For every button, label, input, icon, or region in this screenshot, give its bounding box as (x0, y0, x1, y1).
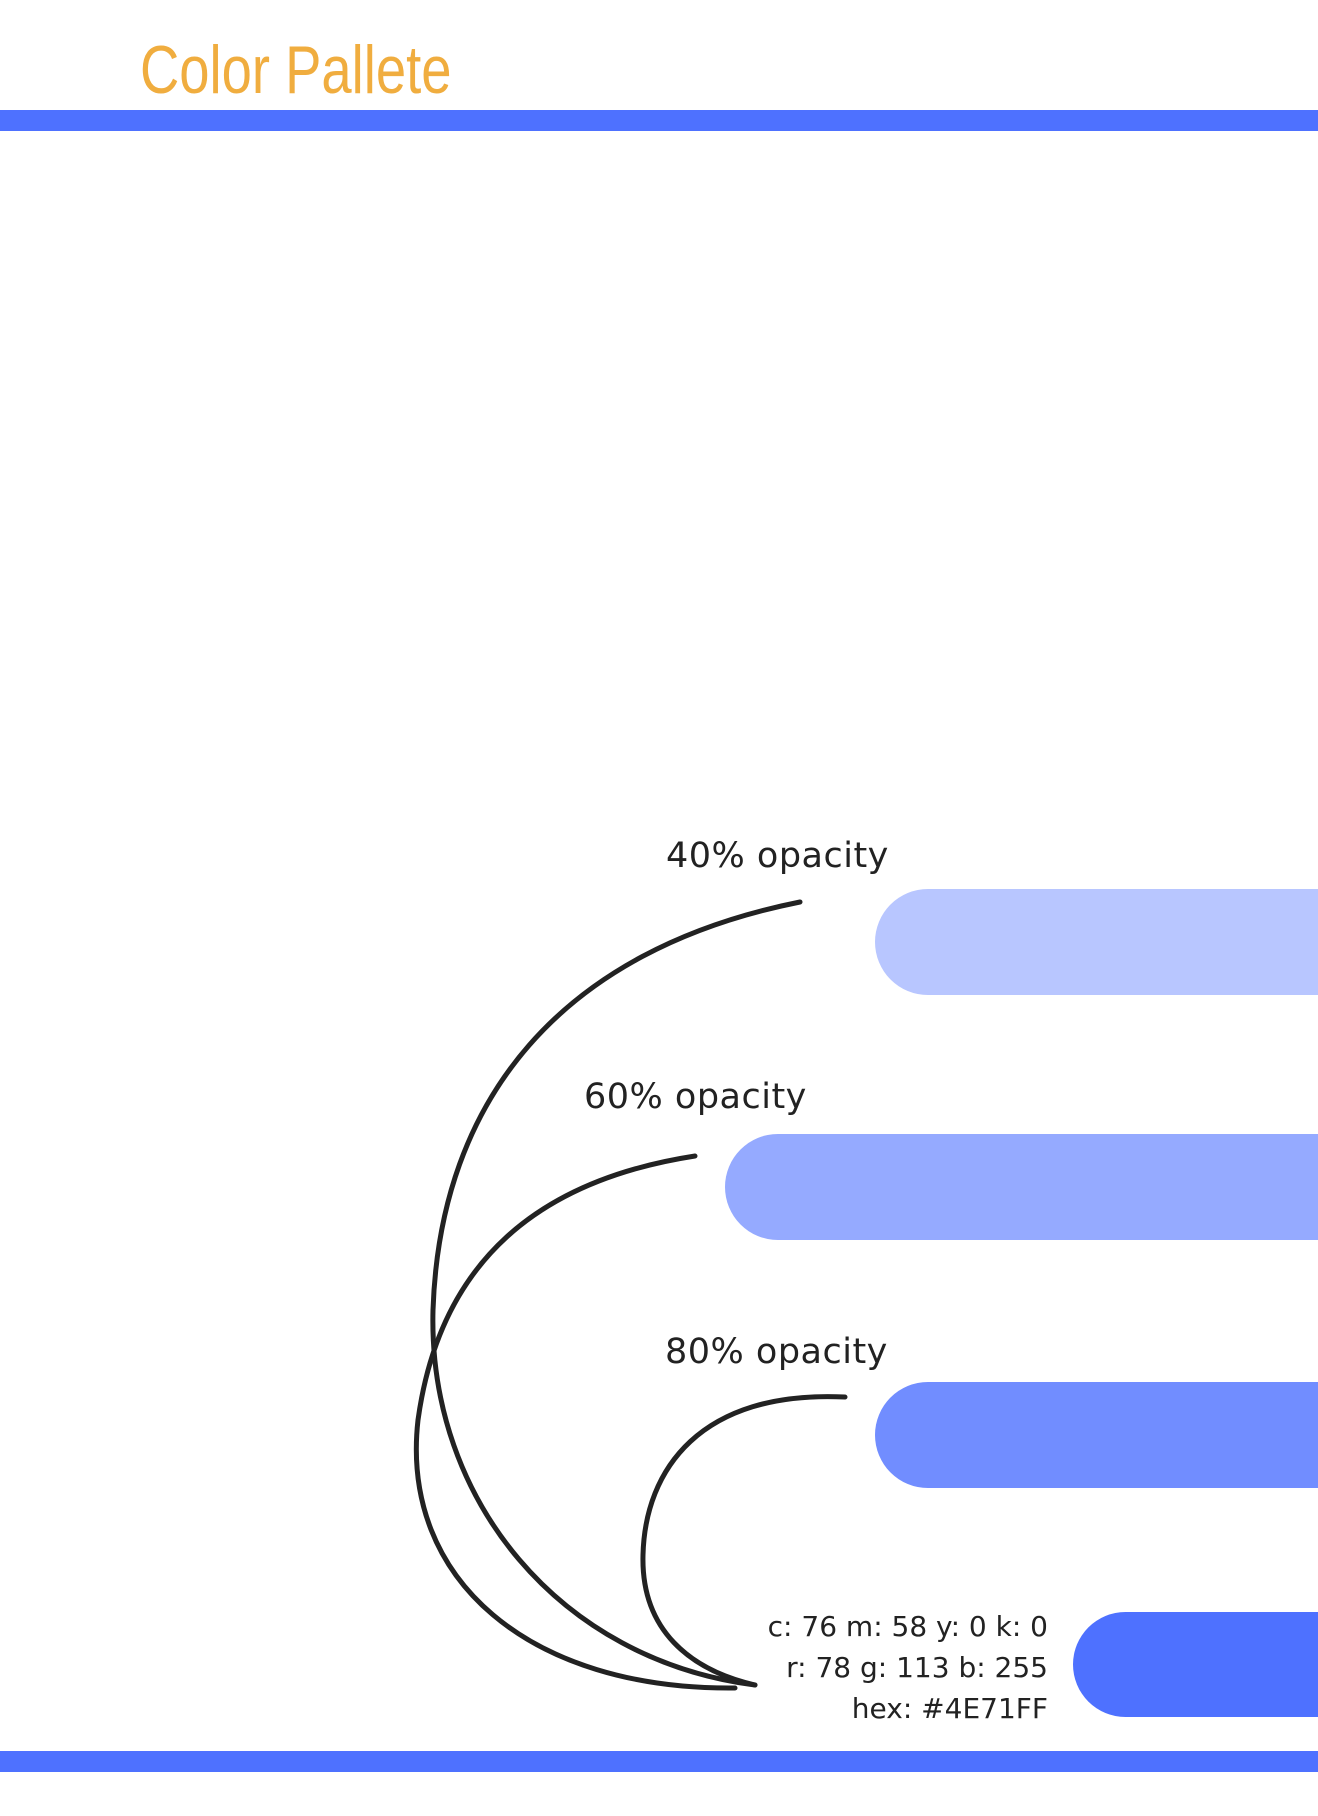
swatch-label-80: 80% opacity (665, 1332, 888, 1372)
swatch-label-40: 40% opacity (666, 836, 889, 876)
swatch-label-60: 60% opacity (584, 1077, 807, 1117)
swatch-80-opacity (875, 1382, 1318, 1488)
hex-value: hex: #4E71FF (851, 1692, 1048, 1725)
connector-curve-40 (430, 899, 803, 1688)
swatch-60-opacity (725, 1134, 1318, 1240)
page-title: Color Pallete (140, 32, 452, 108)
bottom-accent-bar (0, 1751, 1318, 1772)
swatch-40-opacity (875, 889, 1318, 995)
swatch-base-color (1073, 1612, 1318, 1717)
cmyk-value: c: 76 m: 58 y: 0 k: 0 (767, 1610, 1048, 1643)
rgb-value: r: 78 g: 113 b: 255 (786, 1651, 1048, 1684)
top-accent-bar (0, 110, 1318, 131)
